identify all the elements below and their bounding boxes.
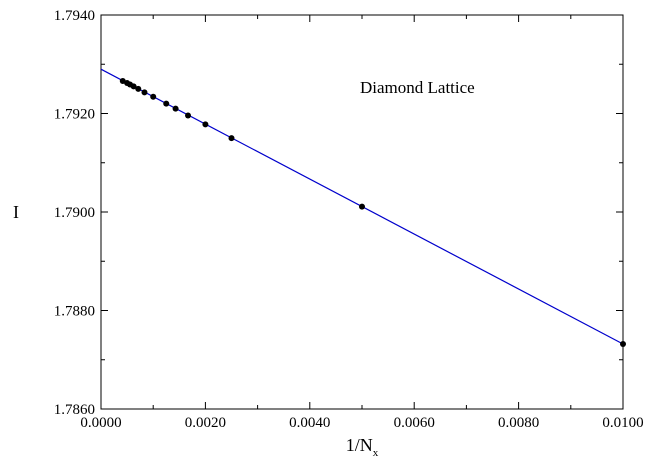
data-point [185,112,192,119]
data-point [359,203,365,210]
x-axis-title: 1/Nx [346,435,379,459]
y-axis-title: I [13,202,19,222]
x-ticks: 0.0000 0.0020 0.0040 0.0060 0.0080 0.0100 [80,15,644,431]
y-tick-label: 1.7880 [54,304,95,320]
x-tick-label: 0.0000 [80,415,121,431]
data-point [202,121,209,128]
data-point [620,340,626,347]
y-ticks: 1.7860 1.7880 1.7900 1.7920 1.7940 [54,8,623,418]
series-layer [100,68,626,347]
data-point [135,85,142,92]
data-point [150,93,157,100]
y-tick-label: 1.7900 [54,205,95,221]
y-tick-label: 1.7860 [54,402,95,418]
x-tick-label: 0.0060 [394,415,435,431]
data-point [141,89,148,96]
x-axis-title-main: 1/N [346,435,373,455]
data-point [163,100,170,107]
x-tick-label: 0.0100 [602,415,643,431]
plot-frame [100,14,624,410]
y-tick-label: 1.7920 [54,107,95,123]
diamond-lattice-annotation: Diamond Lattice [360,78,475,97]
x-axis-title-subscript: x [373,447,379,459]
y-tick-label: 1.7940 [54,8,95,24]
x-tick-label: 0.0080 [498,415,539,431]
data-point [228,135,235,142]
data-point [130,83,137,90]
data-point [172,105,179,112]
x-tick-label: 0.0040 [289,415,330,431]
x-tick-label: 0.0020 [185,415,226,431]
